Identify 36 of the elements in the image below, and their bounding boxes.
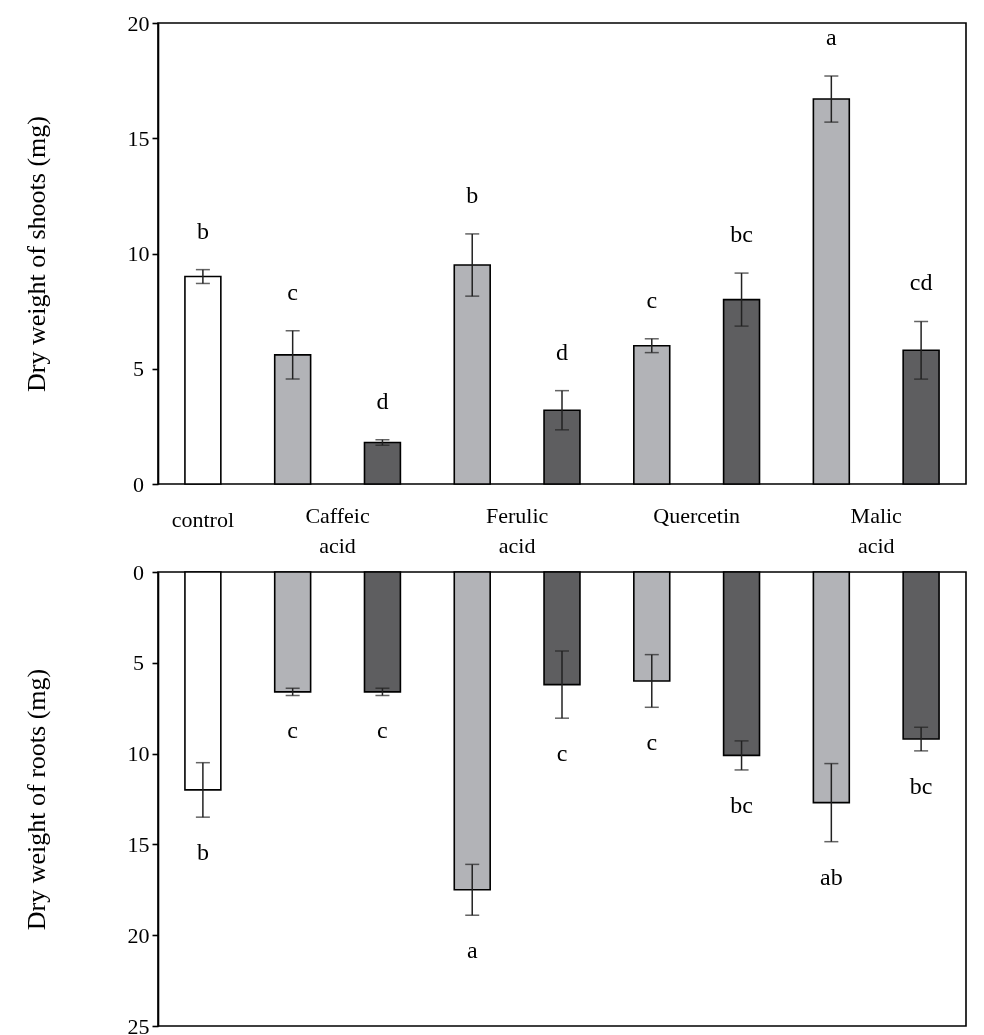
data-label: bc: [730, 221, 753, 248]
data-label: a: [826, 24, 838, 51]
data-label: c: [287, 278, 298, 305]
y-tick-label: 5: [133, 356, 144, 382]
data-label: b: [196, 839, 209, 866]
data-label: d: [376, 387, 389, 414]
y-tick-label: 20: [127, 10, 150, 36]
text: control: [171, 507, 235, 532]
data-label: a: [466, 937, 478, 964]
data-label: c: [377, 717, 388, 744]
data-label: bc: [909, 772, 933, 799]
text: Malic acid: [850, 503, 903, 558]
data-label: c: [646, 729, 658, 756]
y-tick-label: 0: [133, 471, 144, 497]
y-tick-label: 15: [127, 125, 150, 151]
text: Caffeic acid: [305, 503, 370, 558]
y-tick-label: 5: [133, 650, 144, 676]
text: Ferulic acid: [485, 503, 549, 558]
data-label: b: [466, 181, 479, 208]
data-label: ab: [820, 863, 843, 890]
text: Quercetin: [653, 503, 741, 528]
y-tick-label: 15: [127, 831, 150, 857]
data-label: c: [287, 717, 298, 744]
data-label: b: [196, 217, 209, 244]
y-tick-label: 20: [127, 922, 150, 948]
data-label: c: [556, 740, 568, 767]
data-label: c: [646, 286, 658, 313]
y-tick-label: 10: [127, 241, 150, 266]
y-axis-title: Dry weight of roots (mg): [21, 668, 51, 931]
y-tick-label: 25: [127, 1013, 150, 1035]
y-tick-label: 0: [133, 559, 144, 585]
y-tick-label: 10: [127, 741, 150, 767]
data-label: cd: [909, 269, 933, 296]
y-axis-title: Dry weight of shoots (mg): [21, 116, 51, 392]
data-label: d: [556, 338, 568, 365]
data-label: bc: [730, 791, 753, 818]
